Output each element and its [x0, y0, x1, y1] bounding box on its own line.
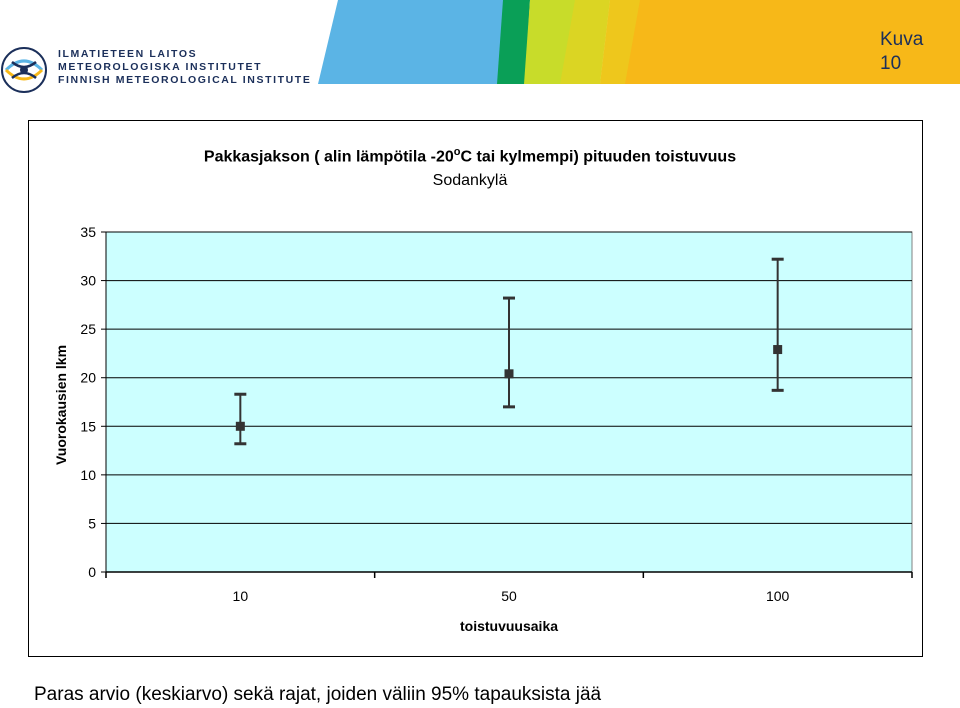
logo-line-2: METEOROLOGISKA INSTITUTET — [58, 61, 263, 73]
fmi-logo-icon — [1, 47, 47, 93]
y-tick-label-15: 15 — [80, 418, 96, 434]
y-tick-label-10: 10 — [80, 467, 96, 483]
x-axis-label: toistuvuusaika — [460, 618, 558, 634]
y-tick-label-5: 5 — [88, 515, 96, 531]
y-tick-label-30: 30 — [80, 273, 96, 289]
logo-text: ILMATIETEEN LAITOS METEOROLOGISKA INSTIT… — [58, 48, 311, 87]
y-tick-label-25: 25 — [80, 321, 96, 337]
y-tick-label-35: 35 — [80, 224, 96, 240]
x-tick-label-100: 100 — [766, 588, 790, 604]
banner-stripe-green — [497, 0, 530, 84]
header-banner — [318, 0, 960, 84]
banner-stripe-yellow — [600, 0, 960, 84]
x-tick-label-10: 10 — [233, 588, 249, 604]
logo-line-3: FINNISH METEOROLOGICAL INSTITUTE — [58, 74, 312, 86]
data-point-10 — [235, 421, 245, 431]
y-axis-label: Vuorokausien lkm — [53, 345, 69, 465]
chart-title-main: Pakkasjakson ( alin lämpötila -20oC tai … — [203, 146, 737, 166]
figure-caption: Paras arvio (keskiarvo) sekä rajat, joid… — [34, 684, 602, 705]
banner-stripe-blue — [318, 0, 505, 84]
logo-line-1: ILMATIETEEN LAITOS — [58, 48, 198, 60]
y-tick-label-0: 0 — [88, 564, 96, 580]
banner-stripe-yellow-light — [560, 0, 640, 84]
x-tick-label-50: 50 — [501, 588, 517, 604]
y-tick-label-20: 20 — [80, 370, 96, 386]
figure-label-number: 10 — [880, 53, 902, 74]
chart-title: Pakkasjakson ( alin lämpötila -20oC tai … — [0, 140, 940, 193]
figure-label-word: Kuva — [880, 29, 924, 50]
chart-subtitle: Sodankylä — [432, 172, 508, 190]
data-point-50 — [504, 369, 514, 379]
figure-label: Kuva 10 — [880, 28, 923, 76]
data-point-100 — [773, 345, 783, 355]
